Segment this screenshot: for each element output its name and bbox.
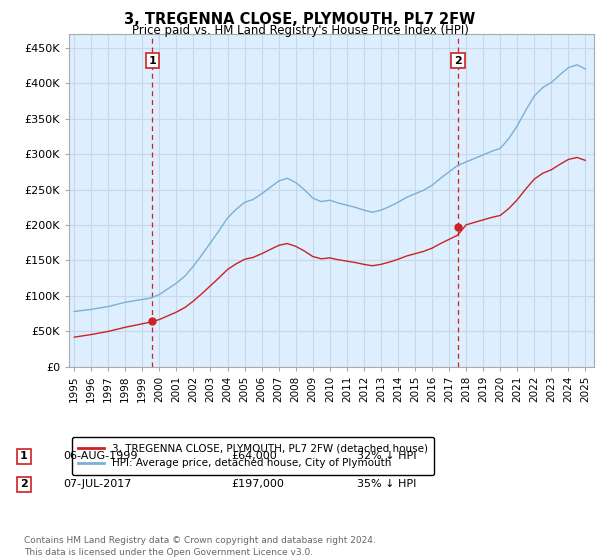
Text: 32% ↓ HPI: 32% ↓ HPI xyxy=(357,451,416,461)
Text: £197,000: £197,000 xyxy=(231,479,284,489)
Text: 1: 1 xyxy=(20,451,28,461)
Text: 2: 2 xyxy=(20,479,28,489)
Text: 06-AUG-1999: 06-AUG-1999 xyxy=(63,451,137,461)
Legend: 3, TREGENNA CLOSE, PLYMOUTH, PL7 2FW (detached house), HPI: Average price, detac: 3, TREGENNA CLOSE, PLYMOUTH, PL7 2FW (de… xyxy=(71,437,434,475)
Text: 07-JUL-2017: 07-JUL-2017 xyxy=(63,479,131,489)
Text: 1: 1 xyxy=(148,55,156,66)
Text: 2: 2 xyxy=(454,55,462,66)
Text: 3, TREGENNA CLOSE, PLYMOUTH, PL7 2FW: 3, TREGENNA CLOSE, PLYMOUTH, PL7 2FW xyxy=(124,12,476,27)
Text: Price paid vs. HM Land Registry's House Price Index (HPI): Price paid vs. HM Land Registry's House … xyxy=(131,24,469,36)
Text: 35% ↓ HPI: 35% ↓ HPI xyxy=(357,479,416,489)
Text: £64,000: £64,000 xyxy=(231,451,277,461)
Text: Contains HM Land Registry data © Crown copyright and database right 2024.
This d: Contains HM Land Registry data © Crown c… xyxy=(24,536,376,557)
